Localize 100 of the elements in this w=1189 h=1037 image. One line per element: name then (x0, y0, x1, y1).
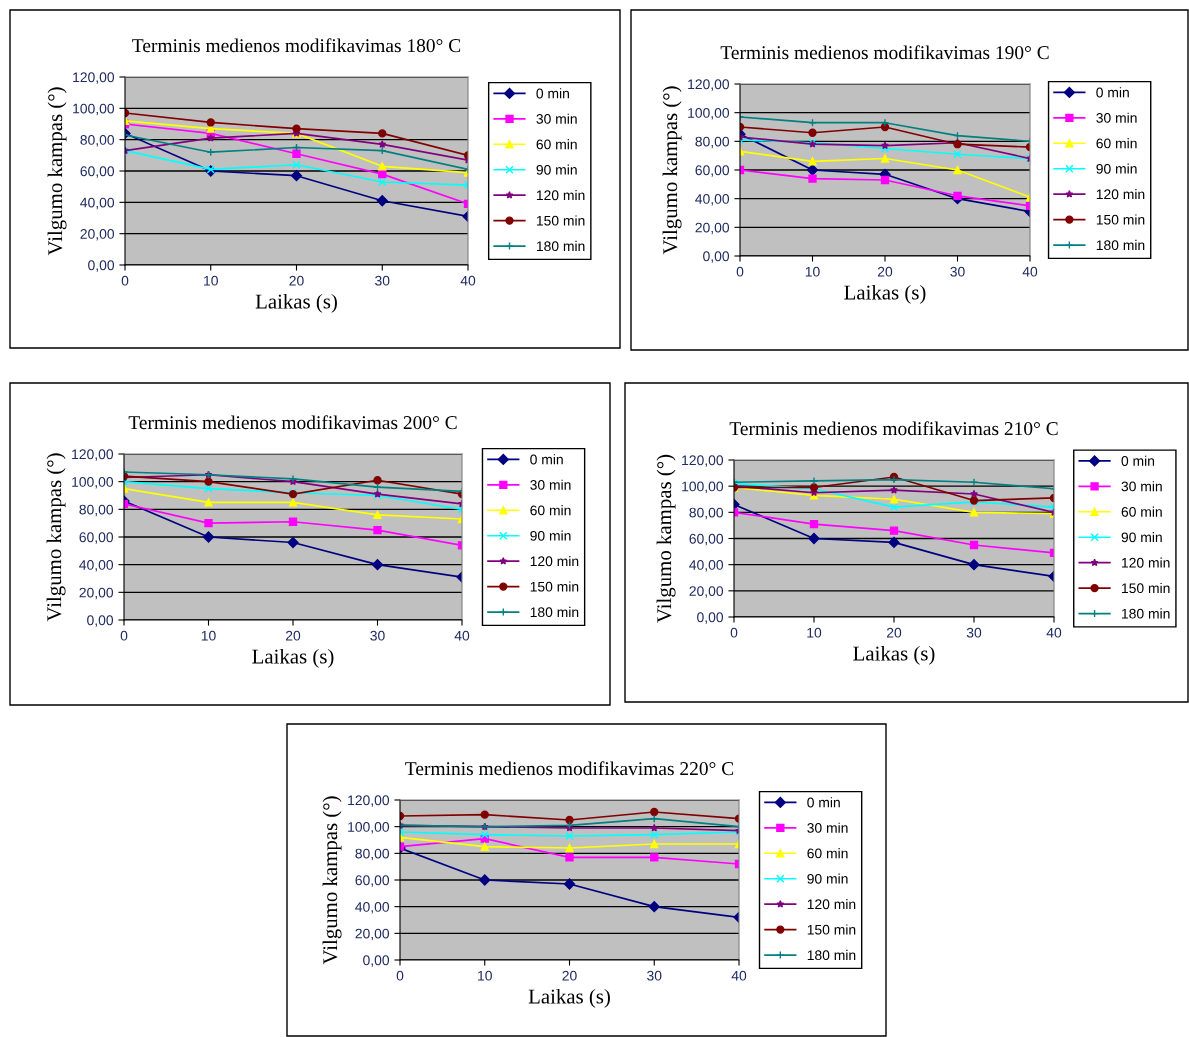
legend-label: 180 min (1122, 608, 1170, 619)
legend-label: 180 min (530, 606, 579, 618)
legend-label: 30 min (1121, 481, 1162, 492)
y-tick-label: 100,00 (73, 103, 115, 116)
legend-label: 120 min (536, 189, 585, 201)
legend-label: 90 min (530, 530, 571, 541)
x-axis-title: Laikas (s) (528, 988, 610, 1008)
legend-label: 60 min (807, 848, 848, 859)
y-axis-title: Vilgumo kampas (°) (47, 87, 67, 256)
y-tick-label: 0,00 (697, 612, 724, 624)
y-tick-label: 100,00 (72, 477, 114, 489)
x-tick-label: 10 (807, 627, 822, 638)
y-tick-label: 20,00 (80, 229, 115, 241)
legend-label: 30 min (536, 113, 577, 124)
y-tick-label: 60,00 (79, 532, 114, 544)
x-tick-label: 0 (396, 970, 404, 981)
legend-label: 150 min (536, 215, 585, 226)
legend-label: 120 min (1122, 557, 1170, 568)
x-tick-label: 30 (375, 275, 390, 286)
x-tick-label: 30 (370, 630, 385, 641)
x-tick-label: 40 (731, 970, 747, 981)
x-tick-label: 20 (289, 275, 304, 286)
y-tick-label: 120,00 (348, 795, 390, 807)
legend-label: 90 min (1121, 532, 1162, 543)
legend-label: 120 min (1096, 188, 1145, 200)
legend-label: 60 min (1096, 138, 1137, 149)
y-tick-label: 20,00 (355, 928, 390, 941)
legend-label: 0 min (1121, 455, 1155, 466)
x-tick-label: 30 (950, 266, 965, 277)
y-tick-label: 0,00 (87, 615, 114, 627)
x-tick-label: 40 (1046, 627, 1062, 638)
x-tick-label: 20 (285, 630, 301, 641)
legend-label: 0 min (530, 454, 563, 465)
x-tick-label: 40 (454, 630, 470, 641)
legend-label: 150 min (530, 581, 579, 592)
x-tick-label: 10 (478, 970, 492, 981)
x-tick-label: 30 (647, 970, 662, 981)
y-tick-label: 40,00 (695, 194, 730, 206)
x-axis-title: Laikas (s) (853, 645, 935, 665)
legend-label: 0 min (536, 88, 569, 99)
y-tick-label: 120,00 (682, 455, 724, 467)
y-tick-label: 60,00 (695, 165, 730, 177)
y-tick-label: 80,00 (689, 507, 724, 520)
legend-label: 120 min (807, 898, 856, 910)
y-tick-label: 0,00 (88, 260, 115, 272)
legend-label: 150 min (1096, 214, 1145, 225)
x-tick-label: 10 (204, 275, 218, 286)
legend-label: 30 min (807, 822, 848, 833)
y-tick-label: 20,00 (79, 587, 114, 600)
y-axis-title: Vilgumo kampas (°) (656, 454, 676, 623)
y-tick-label: 60,00 (355, 875, 390, 887)
chart-title: Terminis medienos modifikavimas 190° C (720, 45, 1049, 60)
y-tick-label: 40,00 (80, 197, 115, 210)
legend-label: 30 min (530, 479, 571, 490)
x-tick-label: 10 (201, 630, 216, 641)
x-tick-label: 10 (805, 266, 820, 277)
legend-label: 90 min (536, 164, 577, 175)
legend-label: 120 min (530, 555, 579, 567)
x-tick-label: 0 (736, 266, 744, 277)
y-tick-label: 40,00 (355, 902, 390, 914)
x-tick-label: 40 (1022, 266, 1038, 277)
y-axis-title: Vilgumo kampas (°) (46, 453, 66, 622)
x-tick-label: 0 (730, 627, 738, 638)
legend-label: 180 min (536, 240, 585, 252)
chart-title: Terminis medienos modifikavimas 180° C (132, 38, 461, 53)
y-tick-label: 60,00 (80, 166, 115, 178)
y-tick-label: 100,00 (688, 108, 730, 120)
y-tick-label: 120,00 (73, 72, 115, 84)
legend-label: 90 min (1096, 163, 1137, 174)
legend-label: 0 min (1096, 87, 1129, 98)
y-tick-label: 40,00 (689, 560, 724, 572)
y-tick-label: 120,00 (72, 449, 114, 461)
x-tick-label: 20 (562, 970, 577, 981)
y-tick-label: 100,00 (348, 822, 390, 834)
y-tick-label: 0,00 (703, 251, 730, 263)
y-axis-title: Vilgumo kampas (°) (322, 796, 342, 965)
x-axis-title: Laikas (s) (252, 648, 334, 668)
chart-title: Terminis medienos modifikavimas 200° C (128, 415, 457, 430)
x-tick-label: 20 (877, 266, 893, 277)
y-tick-label: 40,00 (79, 560, 114, 572)
y-tick-label: 80,00 (79, 504, 114, 517)
y-tick-label: 80,00 (695, 136, 730, 149)
chart-title: Terminis medienos modifikavimas 210° C (729, 421, 1058, 436)
chart-title: Terminis medienos modifikavimas 220° C (405, 761, 734, 776)
y-tick-label: 100,00 (682, 481, 724, 493)
x-tick-label: 20 (886, 627, 902, 638)
y-tick-label: 60,00 (689, 533, 724, 546)
y-tick-label: 80,00 (355, 848, 390, 861)
legend-label: 0 min (807, 797, 840, 808)
legend-label: 150 min (807, 924, 856, 935)
x-tick-label: 30 (966, 627, 982, 638)
legend-label: 180 min (1096, 239, 1145, 251)
x-tick-label: 40 (460, 275, 476, 286)
legend-label: 60 min (536, 139, 577, 150)
legend-label: 90 min (807, 873, 848, 884)
x-axis-title: Laikas (s) (255, 293, 337, 313)
x-axis-title: Laikas (s) (844, 284, 926, 304)
y-tick-label: 80,00 (80, 135, 115, 147)
legend-label: 150 min (1122, 582, 1170, 594)
x-tick-label: 0 (121, 275, 129, 286)
